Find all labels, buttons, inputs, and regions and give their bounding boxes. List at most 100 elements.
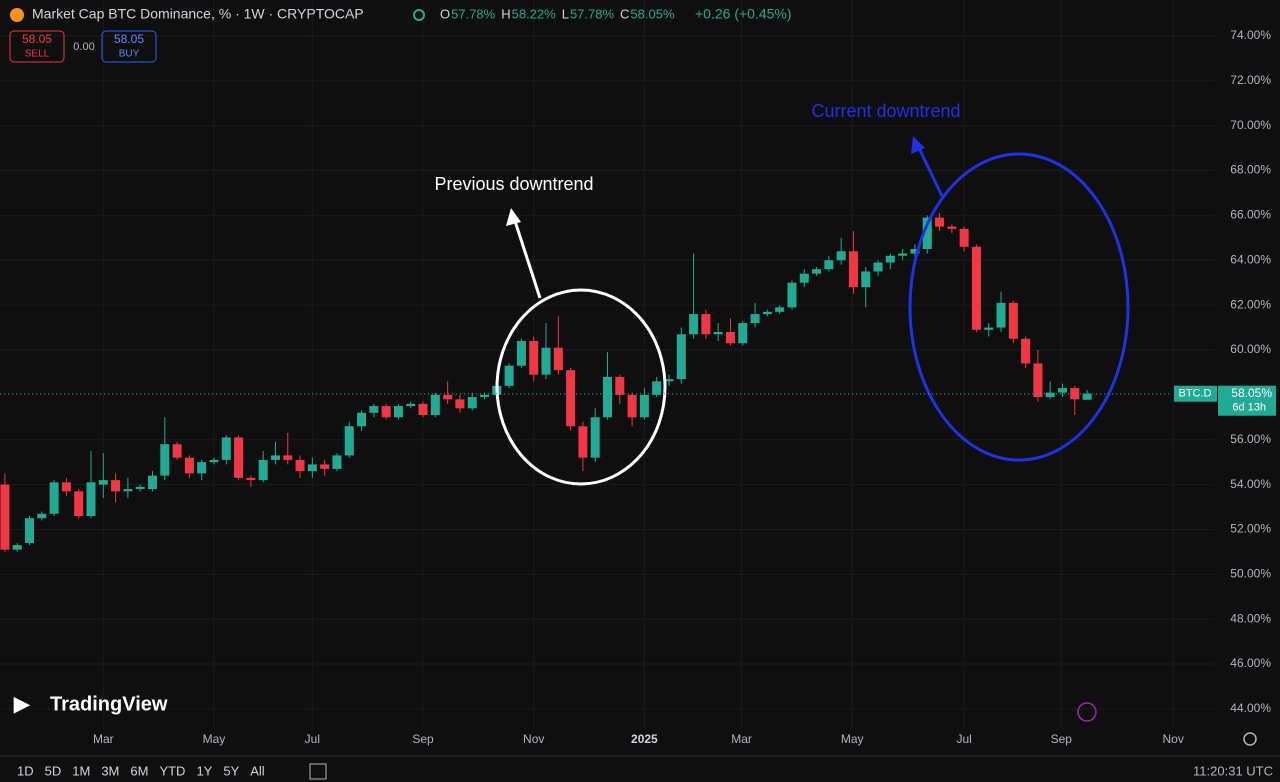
settings-icon[interactable]: [1243, 732, 1257, 746]
buy-label: BUY: [119, 49, 140, 60]
price-label: 58.05%: [1231, 386, 1272, 400]
y-tick-label: 56.00%: [1230, 432, 1271, 446]
candle-body: [603, 376, 612, 418]
brand: TradingView: [50, 693, 168, 715]
timeframe-button[interactable]: 5D: [45, 763, 62, 778]
candle-body: [467, 397, 477, 409]
candle-body: [1082, 393, 1092, 400]
candle-body: [824, 260, 834, 270]
alert-icon[interactable]: [1077, 702, 1097, 722]
y-tick-label: 46.00%: [1230, 656, 1271, 670]
candle-body: [775, 307, 785, 312]
x-tick-label: Jul: [305, 732, 320, 746]
candle-body: [553, 347, 563, 371]
candle-body: [959, 228, 969, 247]
candle-body: [971, 246, 981, 330]
candle-body: [98, 480, 108, 485]
candle-body: [147, 475, 157, 490]
change: +0.26 (+0.45%): [695, 6, 792, 22]
y-tick-label: 70.00%: [1230, 118, 1271, 132]
candle-body: [184, 457, 194, 474]
candle-body: [984, 327, 994, 330]
candle-body: [762, 311, 772, 315]
candle-body: [627, 394, 637, 418]
candle-body: [406, 403, 416, 407]
candle-body: [799, 273, 809, 283]
previous-circle: [495, 288, 667, 486]
timeframe-button[interactable]: 5Y: [223, 763, 239, 778]
candle-body: [295, 459, 305, 472]
ohlc-value: 58.22%: [512, 6, 557, 21]
candle-body: [393, 406, 403, 418]
x-tick-label: May: [841, 732, 864, 746]
price-tag: [1218, 385, 1276, 416]
candle-body: [750, 314, 760, 324]
candle-body: [443, 394, 453, 400]
symbol-label: BTC.D: [1179, 388, 1212, 400]
candle-body: [639, 394, 649, 418]
x-tick-label: May: [203, 732, 226, 746]
annotation: Previous downtrend: [434, 174, 593, 194]
timeframe-button[interactable]: YTD: [159, 763, 185, 778]
candle-body: [516, 341, 526, 366]
timeframe-button[interactable]: 3M: [101, 763, 119, 778]
ohlc-key: C: [620, 6, 629, 21]
candle-body: [111, 480, 121, 492]
timeframe-button[interactable]: 1D: [17, 763, 34, 778]
x-tick-label: Jul: [956, 732, 971, 746]
calendar-icon[interactable]: [309, 763, 327, 780]
timeframe-button[interactable]: All: [250, 763, 265, 778]
candle-body: [332, 455, 342, 469]
title: Market Cap BTC Dominance, % · 1W · CRYPT…: [32, 6, 364, 22]
candle-body: [197, 462, 207, 474]
candle-body: [566, 370, 576, 427]
y-tick-label: 50.00%: [1230, 566, 1271, 580]
btc-icon: [10, 8, 24, 22]
candle-body: [160, 444, 170, 476]
sell-button[interactable]: [9, 30, 65, 63]
candle-body: [590, 417, 600, 458]
candle-body: [344, 426, 354, 456]
y-tick-label: 64.00%: [1230, 252, 1271, 266]
candle-body: [455, 399, 465, 409]
candle-body: [418, 403, 428, 416]
candle-body: [258, 459, 268, 481]
sell-label: SELL: [25, 49, 50, 60]
spread: 0.00: [73, 41, 94, 53]
y-tick-label: 66.00%: [1230, 208, 1271, 222]
candle-body: [74, 491, 84, 516]
candles: [0, 213, 1092, 552]
candle-body: [283, 455, 293, 460]
candle-body: [221, 437, 231, 460]
current-circle: [908, 152, 1130, 462]
candle-body: [664, 379, 674, 382]
timeframes: 1D 5D 1M 3M 6M YTD 1Y 5Y All: [17, 763, 265, 778]
timeframe-button[interactable]: 1Y: [196, 763, 212, 778]
candle-body: [910, 249, 920, 254]
timeframe-button[interactable]: 1M: [72, 763, 90, 778]
timeframe-button[interactable]: 6M: [130, 763, 148, 778]
candle-body: [49, 482, 59, 514]
candle-body: [676, 334, 686, 380]
candle-body: [812, 269, 822, 274]
candle-body: [369, 406, 379, 413]
candle-body: [996, 302, 1006, 328]
candle-body: [86, 482, 96, 516]
candle-body: [270, 455, 280, 460]
candle-body: [25, 518, 35, 543]
y-tick-label: 72.00%: [1230, 73, 1271, 87]
candle-body: [135, 486, 145, 490]
ohlc-value: 57.78%: [570, 6, 615, 21]
candle-body: [615, 376, 625, 395]
candle-body: [381, 406, 391, 418]
candle-body: [725, 332, 735, 344]
y-tick-label: 68.00%: [1230, 163, 1271, 177]
clock: 11:20:31 UTC: [1193, 763, 1273, 778]
candle-body: [689, 314, 699, 335]
buy-button[interactable]: [101, 30, 157, 63]
candle-body: [12, 545, 22, 550]
candle-body: [947, 226, 957, 229]
candle-body: [1058, 388, 1068, 393]
candle-body: [246, 477, 256, 481]
ohlc-value: 58.05%: [630, 6, 675, 21]
